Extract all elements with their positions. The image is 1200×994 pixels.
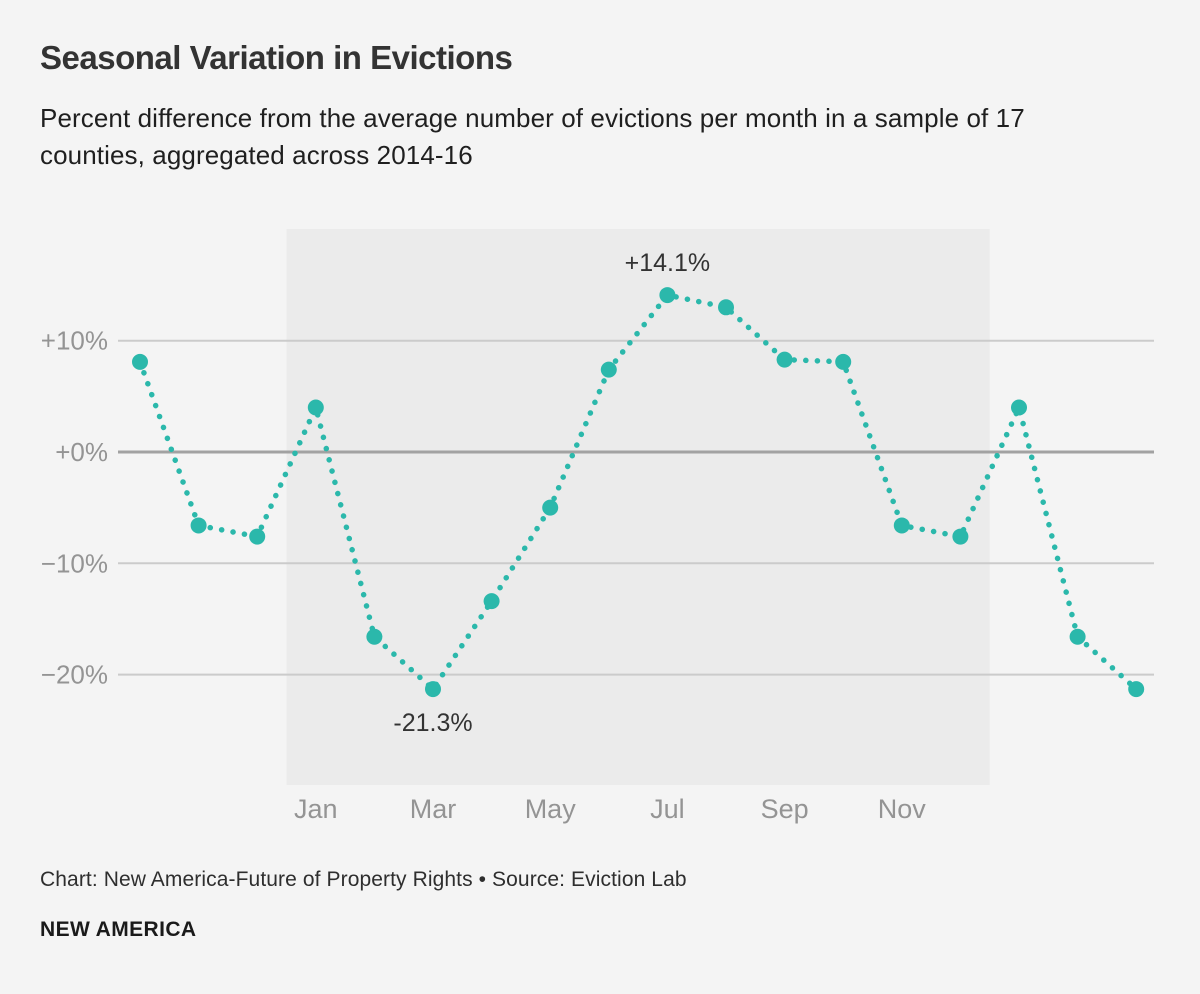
newamerica-logo: NEW AMERICA bbox=[40, 918, 197, 941]
y-tick-label: −10% bbox=[41, 548, 108, 578]
data-point-marker bbox=[132, 353, 148, 370]
x-tick-label: Jan bbox=[294, 794, 338, 824]
data-point-marker bbox=[1069, 628, 1086, 645]
chart-header: Seasonal Variation in Evictions Percent … bbox=[40, 39, 1160, 174]
data-point-marker bbox=[366, 628, 383, 645]
data-point-marker bbox=[1128, 681, 1145, 698]
x-tick-label: Mar bbox=[410, 794, 457, 824]
annotation-label: -21.3% bbox=[393, 709, 472, 737]
data-point-marker bbox=[542, 499, 559, 516]
chart-title: Seasonal Variation in Evictions bbox=[40, 39, 513, 76]
data-point-marker bbox=[483, 593, 500, 610]
highlight-band bbox=[286, 229, 990, 785]
data-point-marker bbox=[307, 399, 324, 416]
data-point-marker bbox=[835, 353, 852, 370]
series-dotted-line bbox=[137, 292, 1139, 694]
y-tick-label: −20% bbox=[41, 660, 108, 690]
data-point-marker bbox=[893, 517, 910, 534]
x-tick-label: Sep bbox=[761, 794, 809, 824]
chart-credit: Chart: New America-Future of Property Ri… bbox=[40, 868, 687, 891]
data-point-marker bbox=[1011, 399, 1027, 416]
data-point-marker bbox=[190, 517, 207, 534]
data-point-marker bbox=[249, 528, 266, 545]
x-tick-label: Jul bbox=[650, 794, 685, 824]
data-point-marker bbox=[659, 287, 676, 304]
x-tick-label: Nov bbox=[878, 794, 927, 824]
data-point-marker bbox=[600, 361, 617, 378]
chart-subtitle: Percent difference from the average numb… bbox=[40, 103, 1025, 171]
data-point-marker bbox=[776, 351, 793, 368]
y-tick-label: +10% bbox=[41, 326, 108, 356]
x-tick-label: May bbox=[525, 794, 577, 824]
annotation-label: +14.1% bbox=[625, 249, 711, 277]
y-tick-label: +0% bbox=[55, 437, 108, 467]
data-point-marker bbox=[952, 528, 969, 545]
data-point-marker bbox=[718, 299, 734, 316]
data-point-marker bbox=[425, 681, 441, 698]
